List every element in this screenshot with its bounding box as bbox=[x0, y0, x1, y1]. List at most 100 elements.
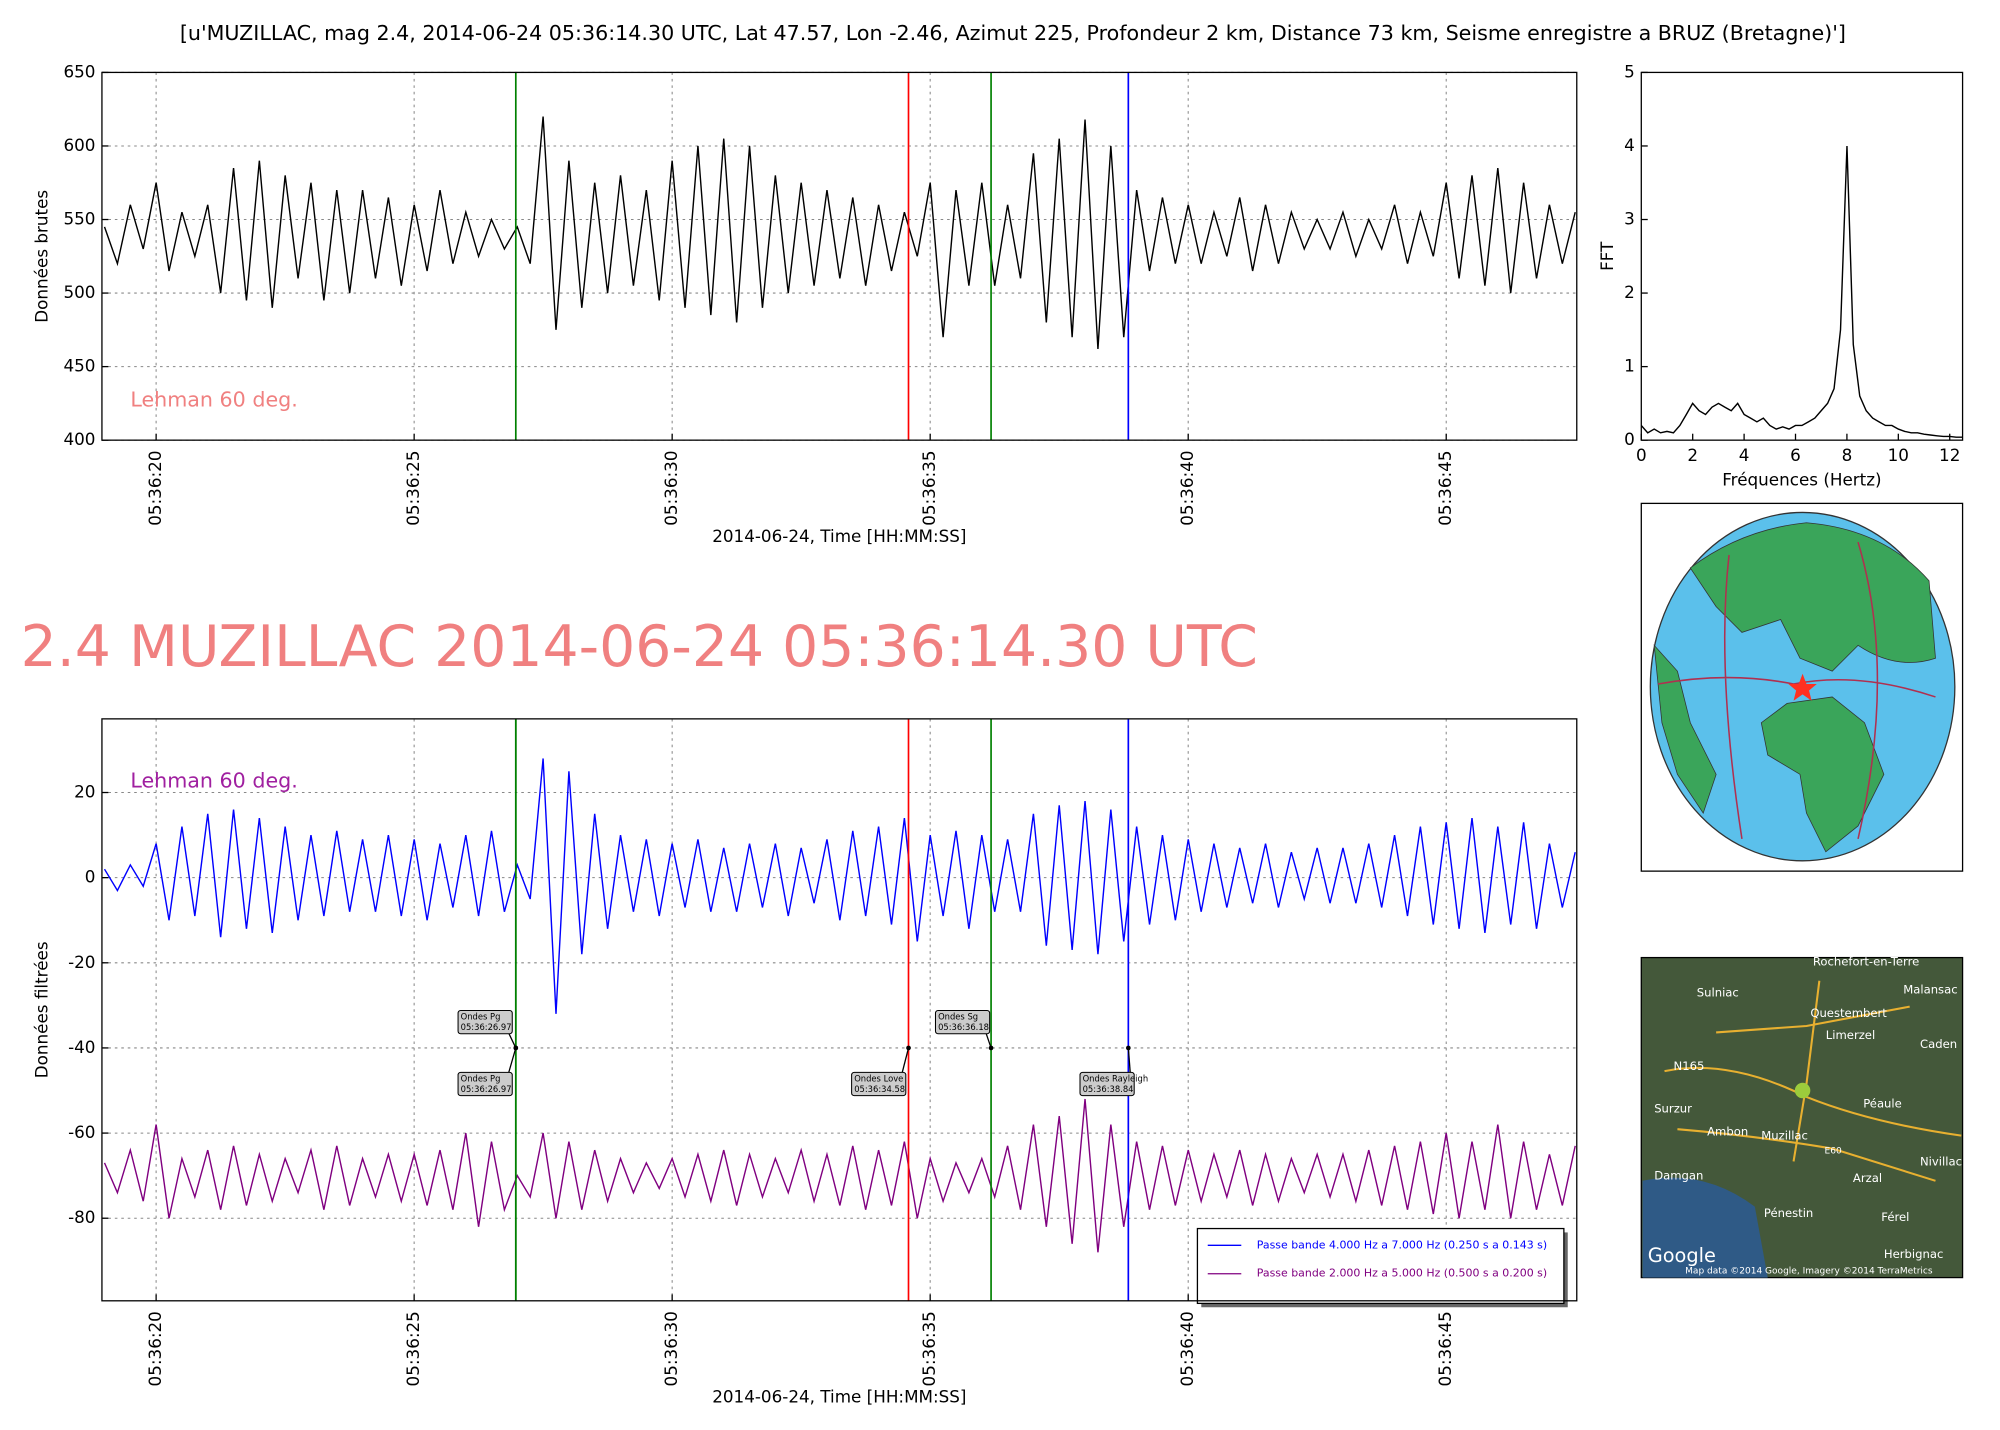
map-label: Péaule bbox=[1863, 1096, 1902, 1110]
map-label: Muzillac bbox=[1761, 1129, 1808, 1143]
annotation-box bbox=[934, 1009, 991, 1035]
globe-land bbox=[1653, 644, 1717, 814]
y-tick-label: 0 bbox=[1624, 429, 1635, 449]
x-tick-label: 12 bbox=[1939, 445, 1960, 465]
x-axis-label: Fréquences (Hertz) bbox=[1722, 469, 1881, 489]
x-tick-label: 4 bbox=[1739, 445, 1750, 465]
x-tick-label: 05:36:45 bbox=[1435, 1311, 1455, 1386]
y-axis-label: Données filtrées bbox=[32, 941, 52, 1078]
map-label: Questembert bbox=[1810, 1006, 1887, 1020]
y-tick-label: 450 bbox=[63, 356, 95, 376]
annotation-text: 05:36:36.18 bbox=[938, 1022, 989, 1032]
map-label: Arzal bbox=[1853, 1171, 1882, 1185]
plot-area bbox=[103, 72, 1576, 441]
x-tick-label: 05:36:30 bbox=[661, 1311, 681, 1386]
map-label: Ambon bbox=[1707, 1125, 1748, 1139]
y-tick-label: 400 bbox=[63, 429, 95, 449]
y-tick-label: 20 bbox=[74, 782, 95, 802]
x-tick-label: 05:36:40 bbox=[1177, 1311, 1197, 1386]
map-label: Limerzel bbox=[1826, 1028, 1875, 1042]
annotation-text: 05:36:34.58 bbox=[854, 1084, 905, 1094]
series-line bbox=[1641, 145, 1963, 438]
x-tick-label: 05:36:25 bbox=[403, 450, 423, 525]
map-label: Sulniac bbox=[1697, 985, 1739, 999]
map-label: E60 bbox=[1825, 1147, 1842, 1157]
map-label: Damgan bbox=[1654, 1169, 1703, 1183]
x-tick-label: 0 bbox=[1636, 445, 1647, 465]
annotation-text: Ondes Rayleigh bbox=[1083, 1073, 1149, 1083]
x-tick-label: 05:36:25 bbox=[403, 1311, 423, 1386]
arrow-head bbox=[1126, 1045, 1131, 1051]
x-tick-label: 05:36:45 bbox=[1435, 450, 1455, 525]
annotation-box bbox=[851, 1071, 907, 1097]
legend-label: Passe bande 2.000 Hz a 5.000 Hz (0.500 s… bbox=[1257, 1267, 1547, 1280]
series-line bbox=[103, 758, 1576, 1014]
annotation-text: 05:36:26.97 bbox=[461, 1084, 512, 1094]
annotation-box bbox=[1079, 1071, 1135, 1097]
plot-frame bbox=[101, 71, 1578, 441]
y-tick-label: -60 bbox=[68, 1122, 95, 1142]
note: Lehman 60 deg. bbox=[130, 388, 297, 412]
map-label: N165 bbox=[1674, 1059, 1705, 1073]
plot-area bbox=[103, 718, 1576, 1301]
series-line bbox=[103, 1098, 1576, 1253]
y-axis-label: FFT bbox=[1597, 241, 1617, 271]
annotation-arrow bbox=[901, 1047, 910, 1074]
annotation-text: Ondes Pg bbox=[461, 1012, 501, 1022]
globe bbox=[1640, 502, 1964, 872]
figure-title: [u'MUZILLAC, mag 2.4, 2014-06-24 05:36:1… bbox=[180, 21, 1846, 45]
map-pin bbox=[1794, 1082, 1811, 1099]
y-tick-label: 5 bbox=[1624, 61, 1635, 81]
annotation-box bbox=[457, 1009, 513, 1035]
y-tick-label: 0 bbox=[85, 867, 96, 887]
plot-area bbox=[1641, 145, 1963, 438]
y-tick-label: 650 bbox=[63, 61, 95, 81]
plot-frame bbox=[1640, 71, 1964, 441]
annotation-text: Ondes Love bbox=[854, 1073, 903, 1083]
map-label: Surzur bbox=[1654, 1101, 1692, 1115]
map-sea bbox=[1642, 1177, 1768, 1278]
arrow-head bbox=[988, 1045, 994, 1051]
map-label: Google bbox=[1648, 1244, 1716, 1267]
x-axis-label: 2014-06-24, Time [HH:MM:SS] bbox=[712, 1387, 966, 1407]
map-label: Herbignac bbox=[1884, 1247, 1943, 1261]
map-label: Rochefort-en-Terre bbox=[1813, 954, 1919, 968]
annotation-arrow bbox=[507, 1032, 517, 1049]
annotation-text: 05:36:26.97 bbox=[461, 1022, 512, 1032]
x-tick-label: 8 bbox=[1842, 445, 1853, 465]
x-tick-label: 2 bbox=[1687, 445, 1698, 465]
map-label: Malansac bbox=[1903, 983, 1957, 997]
note: Lehman 60 deg. bbox=[130, 768, 297, 792]
x-tick-label: 05:36:35 bbox=[919, 1311, 939, 1386]
annotation-text: Ondes Pg bbox=[461, 1073, 501, 1083]
map-label: Férel bbox=[1881, 1210, 1909, 1224]
legend-label: Passe bande 4.000 Hz a 7.000 Hz (0.250 s… bbox=[1257, 1238, 1547, 1251]
y-tick-label: 1 bbox=[1624, 356, 1635, 376]
y-tick-label: -40 bbox=[68, 1037, 95, 1057]
annotation-arrow bbox=[985, 1032, 992, 1049]
globe-land bbox=[1689, 522, 1936, 672]
annotation-arrow bbox=[1127, 1047, 1131, 1074]
y-tick-label: -20 bbox=[68, 952, 95, 972]
x-tick-label: 10 bbox=[1888, 445, 1909, 465]
y-tick-label: 550 bbox=[63, 209, 95, 229]
headline: 2.4 MUZILLAC 2014-06-24 05:36:14.30 UTC bbox=[21, 614, 1258, 680]
legend bbox=[1196, 1227, 1565, 1305]
plate-boundary bbox=[1657, 541, 1936, 840]
x-tick-label: 05:36:20 bbox=[145, 450, 165, 525]
x-tick-label: 05:36:35 bbox=[919, 450, 939, 525]
series-line bbox=[103, 116, 1576, 349]
y-tick-label: 3 bbox=[1624, 209, 1635, 229]
map-label: Nivillac bbox=[1920, 1154, 1962, 1168]
plot-frame bbox=[101, 718, 1578, 1302]
y-tick-label: -80 bbox=[68, 1207, 95, 1227]
globe-land bbox=[1760, 696, 1885, 853]
arrow-head bbox=[906, 1045, 911, 1051]
arrow-head bbox=[513, 1045, 519, 1051]
annotation-arrow bbox=[507, 1047, 517, 1074]
map: Rochefort-en-Terre Malansac Sulniac Questem… bbox=[1640, 954, 1964, 1279]
x-tick-label: 05:36:40 bbox=[1177, 450, 1197, 525]
x-tick-label: 6 bbox=[1790, 445, 1801, 465]
